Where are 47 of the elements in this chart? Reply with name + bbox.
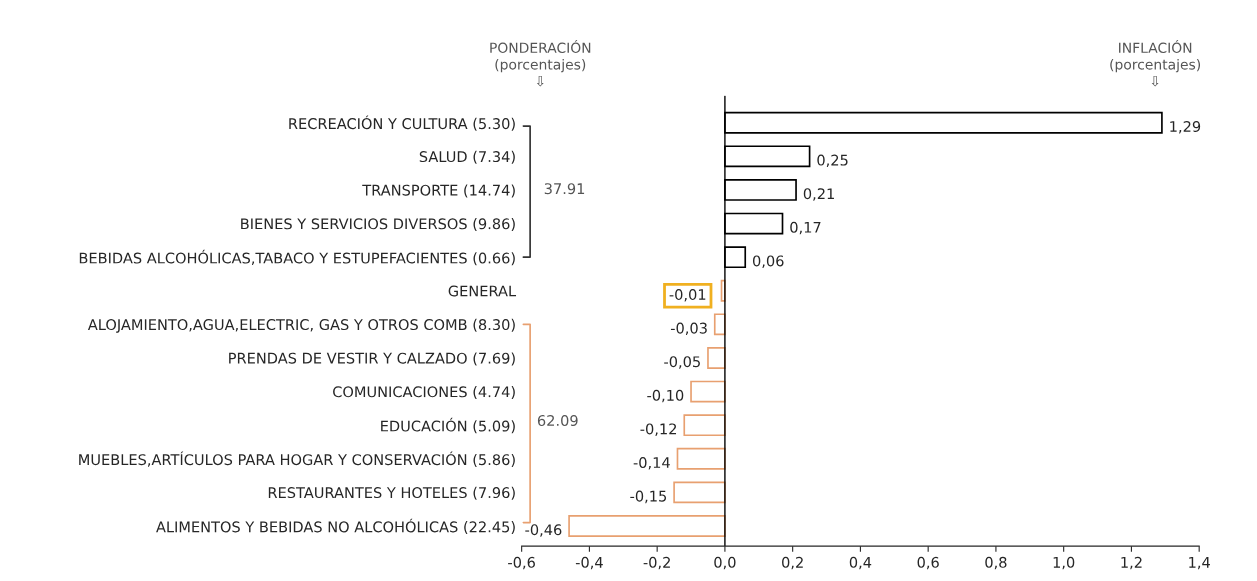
x-tick-label: 0,8 bbox=[985, 556, 1007, 570]
y-tick-label: RECREACIÓN Y CULTURA (5.30) bbox=[289, 115, 515, 131]
text: INFLACIÓN (porcentajes) ⇩ bbox=[1110, 40, 1201, 87]
y-tick-label: SALUD (7.34) bbox=[419, 150, 515, 164]
y-tick-label: BIENES Y SERVICIOS DIVERSOS (9.86) bbox=[241, 218, 515, 232]
y-tick-label: COMUNICACIONES (4.74) bbox=[333, 386, 515, 400]
y-tick-label: ALIMENTOS Y BEBIDAS NO ALCOHÓLICAS (22.45) bbox=[156, 518, 515, 535]
bar bbox=[690, 380, 726, 403]
bar bbox=[676, 447, 726, 470]
data-label: 0,21 bbox=[803, 188, 834, 201]
x-tick-label: 0,2 bbox=[782, 556, 803, 570]
annotation: 37.91 bbox=[544, 183, 585, 195]
data-label: -0,15 bbox=[630, 490, 667, 504]
data-label: 0,25 bbox=[817, 154, 848, 168]
data-label: -0,03 bbox=[670, 322, 707, 336]
x-tick-label: 0,0 bbox=[714, 556, 736, 570]
bar bbox=[683, 414, 726, 437]
data-label: -0,12 bbox=[640, 423, 677, 436]
y-tick-label: BEBIDAS ALCOHÓLICAS,TABACO Y ESTUPEFACIENTES (0.66) bbox=[79, 249, 515, 266]
x-tick-label: 1,2 bbox=[1121, 556, 1142, 570]
bar bbox=[568, 515, 726, 537]
y-tick-label: EDUCACIÓN (5.09) bbox=[381, 417, 515, 434]
data-label: -0,10 bbox=[647, 389, 684, 403]
data-label: -0,05 bbox=[664, 356, 700, 369]
x-tick-label: -0,6 bbox=[508, 556, 535, 570]
y-tick-label: RESTAURANTES Y HOTELES (7.96) bbox=[268, 486, 515, 500]
data-label: 0,17 bbox=[790, 221, 821, 235]
annotation: 62.09 bbox=[537, 415, 578, 427]
data-label: -0,46 bbox=[525, 524, 562, 537]
y-tick-label: PRENDAS DE VESTIR Y CALZADO (7.69) bbox=[229, 352, 515, 366]
y-tick-label: ALOJAMIENTO,AGUA,ELECTRIC, GAS Y OTROS COMB (8.30) bbox=[87, 318, 515, 333]
data-label: 0,06 bbox=[752, 255, 784, 268]
data-label: -0,01 bbox=[669, 289, 706, 302]
y-tick-label: GENERAL bbox=[448, 285, 517, 297]
x-tick-label: -0,2 bbox=[643, 556, 670, 570]
y-tick-label: TRANSPORTE (14.74) bbox=[362, 184, 515, 198]
y-tick-label: MUEBLES,ARTÍCULOS PARA HOGAR Y CONSERVACIÓN (5.86) bbox=[79, 451, 515, 467]
x-tick-label: 1,0 bbox=[1053, 556, 1075, 570]
data-label: 1,29 bbox=[1170, 120, 1201, 134]
x-tick-label: -0,4 bbox=[575, 556, 603, 570]
data-label: -0,14 bbox=[633, 457, 670, 470]
bar bbox=[673, 481, 726, 504]
x-tick-label: 0,4 bbox=[849, 556, 872, 570]
x-tick-label: 1,4 bbox=[1189, 557, 1210, 570]
bar bbox=[707, 347, 726, 369]
x-tick-label: 0,6 bbox=[917, 556, 939, 570]
text: PONDERACIÓN (porcentajes) ⇩ bbox=[490, 40, 591, 87]
